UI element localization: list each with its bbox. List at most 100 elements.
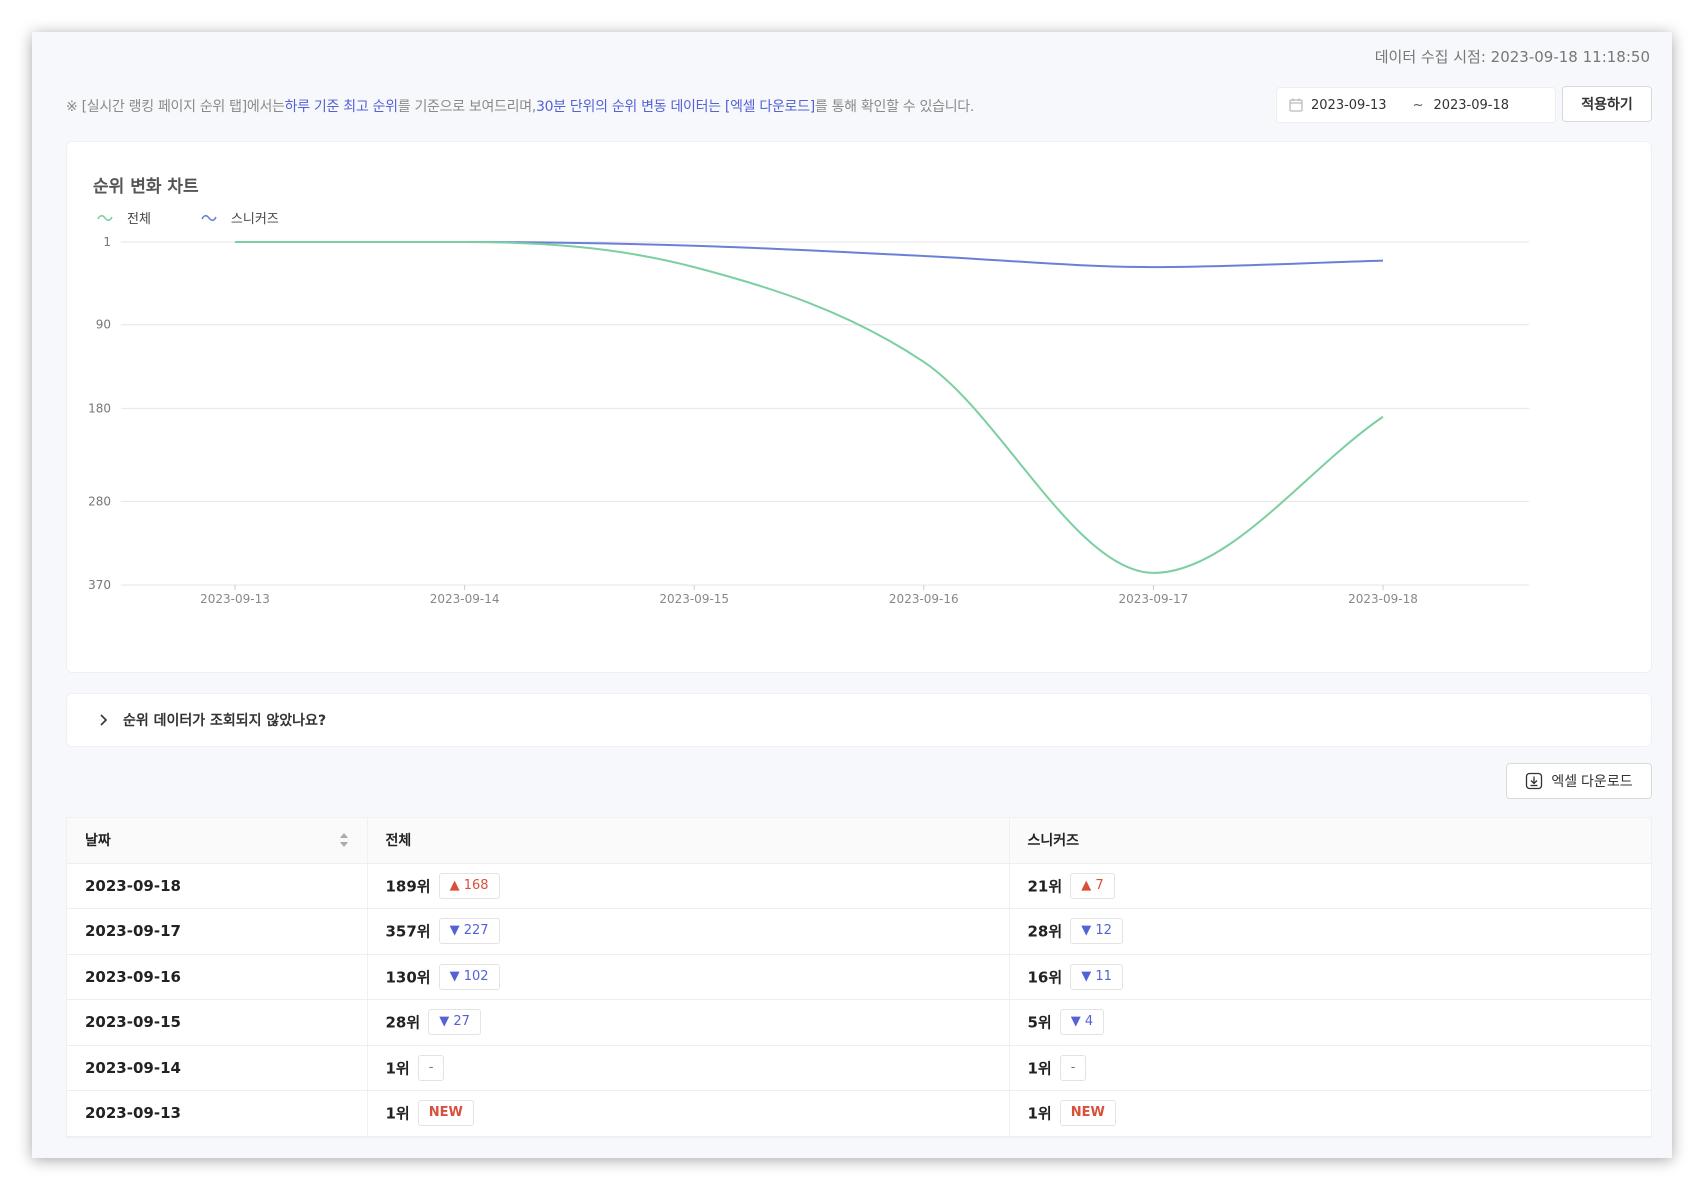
header-sneakers: 스니커즈 — [1008, 818, 1651, 864]
total-rank-value: 1위 — [385, 1059, 410, 1078]
series-line-sneakers — [235, 241, 1384, 269]
header-total: 전체 — [366, 818, 1009, 864]
download-icon — [1526, 772, 1543, 790]
sneaker-rank-value: 1위 — [1027, 1104, 1052, 1123]
notice-prefix: ※ [실시간 랭킹 페이지 순위 탭]에서는 — [66, 99, 285, 115]
apply-button[interactable]: 적용하기 — [1562, 86, 1652, 122]
cell-sneakers: 1위 - — [1008, 1045, 1651, 1091]
x-tick-label: 2023-09-15 — [659, 592, 729, 606]
cell-sneakers: 21위 ▲ 7 — [1008, 863, 1651, 909]
sneaker-change-badge: NEW — [1059, 1100, 1116, 1127]
total-change-badge: ▲ 168 — [438, 872, 500, 899]
cell-date: 2023-09-15 — [67, 999, 367, 1046]
y-tick-label: 370 — [88, 578, 111, 592]
total-rank-value: 28위 — [385, 1013, 421, 1032]
cell-sneakers: 16위 ▼ 11 — [1008, 954, 1651, 1000]
x-tick-label: 2023-09-18 — [1348, 592, 1418, 606]
date-separator: ~ — [1412, 97, 1424, 113]
total-rank-value: 1위 — [385, 1104, 410, 1123]
cell-date: 2023-09-13 — [67, 1090, 367, 1137]
legend-wave-icon-total — [97, 214, 113, 221]
cell-date: 2023-09-14 — [67, 1045, 367, 1091]
sneaker-change-badge: ▼ 11 — [1070, 963, 1123, 990]
table-row: 2023-09-13 1위 NEW 1위 NEW — [67, 1090, 1651, 1137]
date-value: 2023-09-13 — [85, 1104, 181, 1123]
table-row: 2023-09-18 189위 ▲ 168 21위 ▲ 7 — [67, 863, 1651, 909]
table-row: 2023-09-14 1위 -1위 - — [67, 1045, 1651, 1091]
sort-icon[interactable] — [339, 832, 349, 848]
excel-download-button[interactable]: 엑셀 다운로드 — [1506, 763, 1652, 799]
total-rank-value: 130위 — [385, 968, 431, 987]
total-change-badge: NEW — [417, 1100, 474, 1127]
date-value: 2023-09-14 — [85, 1058, 181, 1077]
sneaker-rank-value: 28위 — [1027, 922, 1063, 941]
date-value: 2023-09-18 — [85, 876, 181, 895]
sneaker-change-badge: ▼ 12 — [1070, 918, 1123, 945]
rank-table-container: 날짜 전체 스니커즈 2023-09-18 189위 ▲ 168 21위 ▲ 7 2023… — [66, 817, 1652, 1138]
cell-total: 28위 ▼ 27 — [366, 999, 1009, 1046]
date-value: 2023-09-15 — [85, 1013, 181, 1032]
page-frame: 데이터 수집 시점: 2023-09-18 11:18:50 ※ [실시간 랭킹… — [32, 32, 1672, 1158]
calendar-icon — [1289, 98, 1303, 112]
sneaker-change-badge: - — [1059, 1054, 1087, 1081]
cell-date: 2023-09-18 — [67, 863, 367, 909]
table-row: 2023-09-17 357위 ▼ 227 28위 ▼ 12 — [67, 908, 1651, 955]
cell-date: 2023-09-17 — [67, 908, 367, 955]
total-change-badge: ▼ 27 — [428, 1009, 481, 1036]
date-value: 2023-09-16 — [85, 967, 181, 986]
legend-item-total[interactable]: 전체 — [97, 208, 151, 227]
rank-chart-card: 순위 변화 차트 전체 스니커즈 1 90 180 280 370 2023-09-13 2… — [66, 141, 1652, 673]
series-line-total — [235, 241, 1384, 574]
table-row: 2023-09-16 130위 ▼ 102 16위 ▼ 11 — [67, 954, 1651, 1000]
x-tick-label: 2023-09-14 — [430, 592, 500, 606]
total-change-badge: ▼ 227 — [438, 918, 500, 945]
cell-date: 2023-09-16 — [67, 954, 367, 1000]
date-range-picker[interactable]: 2023-09-13 ~ 2023-09-18 — [1276, 87, 1556, 123]
start-date-input[interactable]: 2023-09-13 — [1311, 97, 1387, 113]
cell-sneakers: 1위 NEW — [1008, 1090, 1651, 1137]
total-rank-value: 357위 — [385, 922, 431, 941]
y-tick-label: 180 — [88, 401, 111, 415]
legend-wave-icon-sneakers — [201, 214, 217, 221]
collected-timestamp: 데이터 수집 시점: 2023-09-18 11:18:50 — [1374, 48, 1650, 66]
notice-text: ※ [실시간 랭킹 페이지 순위 탭]에서는하루 기준 최고 순위를 기준으로 … — [66, 96, 974, 116]
x-tick-label: 2023-09-17 — [1119, 592, 1189, 606]
cell-total: 1위 NEW — [366, 1090, 1009, 1137]
x-tick-label: 2023-09-16 — [889, 592, 959, 606]
sneaker-rank-value: 16위 — [1027, 968, 1063, 987]
table-row: 2023-09-15 28위 ▼ 27 5위 ▼ 4 — [67, 999, 1651, 1046]
end-date-input[interactable]: 2023-09-18 — [1433, 97, 1510, 113]
notice-highlight-1: 하루 기준 최고 순위 — [284, 99, 398, 115]
date-value: 2023-09-17 — [85, 922, 181, 941]
sneaker-change-badge: ▲ 7 — [1070, 872, 1115, 899]
total-rank-value: 189위 — [385, 877, 431, 896]
sneaker-rank-value: 1위 — [1027, 1059, 1052, 1078]
header-date-label: 날짜 — [85, 833, 111, 850]
chart-legend: 전체 스니커즈 — [97, 208, 329, 227]
chart-title: 순위 변화 차트 — [93, 177, 199, 197]
total-change-badge: - — [417, 1054, 445, 1081]
cell-sneakers: 28위 ▼ 12 — [1008, 908, 1651, 955]
rank-table: 날짜 전체 스니커즈 2023-09-18 189위 ▲ 168 21위 ▲ 7 2023… — [67, 818, 1651, 1137]
table-header-row: 날짜 전체 스니커즈 — [67, 818, 1651, 864]
y-tick-label: 280 — [88, 494, 111, 508]
sneaker-change-badge: ▼ 4 — [1059, 1009, 1105, 1036]
notice-highlight-2: 30분 단위의 순위 변동 데이터는 [엑셀 다운로드] — [535, 99, 815, 115]
faq-accordion[interactable]: 순위 데이터가 조회되지 않았나요? — [66, 693, 1652, 747]
notice-mid: 를 기준으로 보여드리며, — [397, 99, 537, 115]
header-date[interactable]: 날짜 — [67, 818, 367, 864]
cell-sneakers: 5위 ▼ 4 — [1008, 999, 1651, 1046]
chevron-right-icon — [100, 714, 108, 726]
sneaker-rank-value: 5위 — [1027, 1013, 1052, 1032]
faq-label: 순위 데이터가 조회되지 않았나요? — [123, 713, 327, 729]
y-tick-label: 1 — [103, 235, 111, 249]
rank-line-chart: 1 90 180 280 370 2023-09-13 2023-09-14 2023-09-… — [88, 235, 1529, 606]
x-tick-label: 2023-09-13 — [200, 592, 270, 606]
legend-item-sneakers[interactable]: 스니커즈 — [201, 208, 279, 227]
y-tick-label: 90 — [96, 318, 111, 332]
legend-label-sneakers: 스니커즈 — [230, 212, 279, 227]
cell-total: 1위 - — [366, 1045, 1009, 1091]
cell-total: 189위 ▲ 168 — [366, 863, 1009, 909]
table-body: 2023-09-18 189위 ▲ 168 21위 ▲ 7 2023-09-17 357위 ▼… — [67, 863, 1651, 1137]
notice-suffix: 를 통해 확인할 수 있습니다. — [814, 99, 975, 115]
